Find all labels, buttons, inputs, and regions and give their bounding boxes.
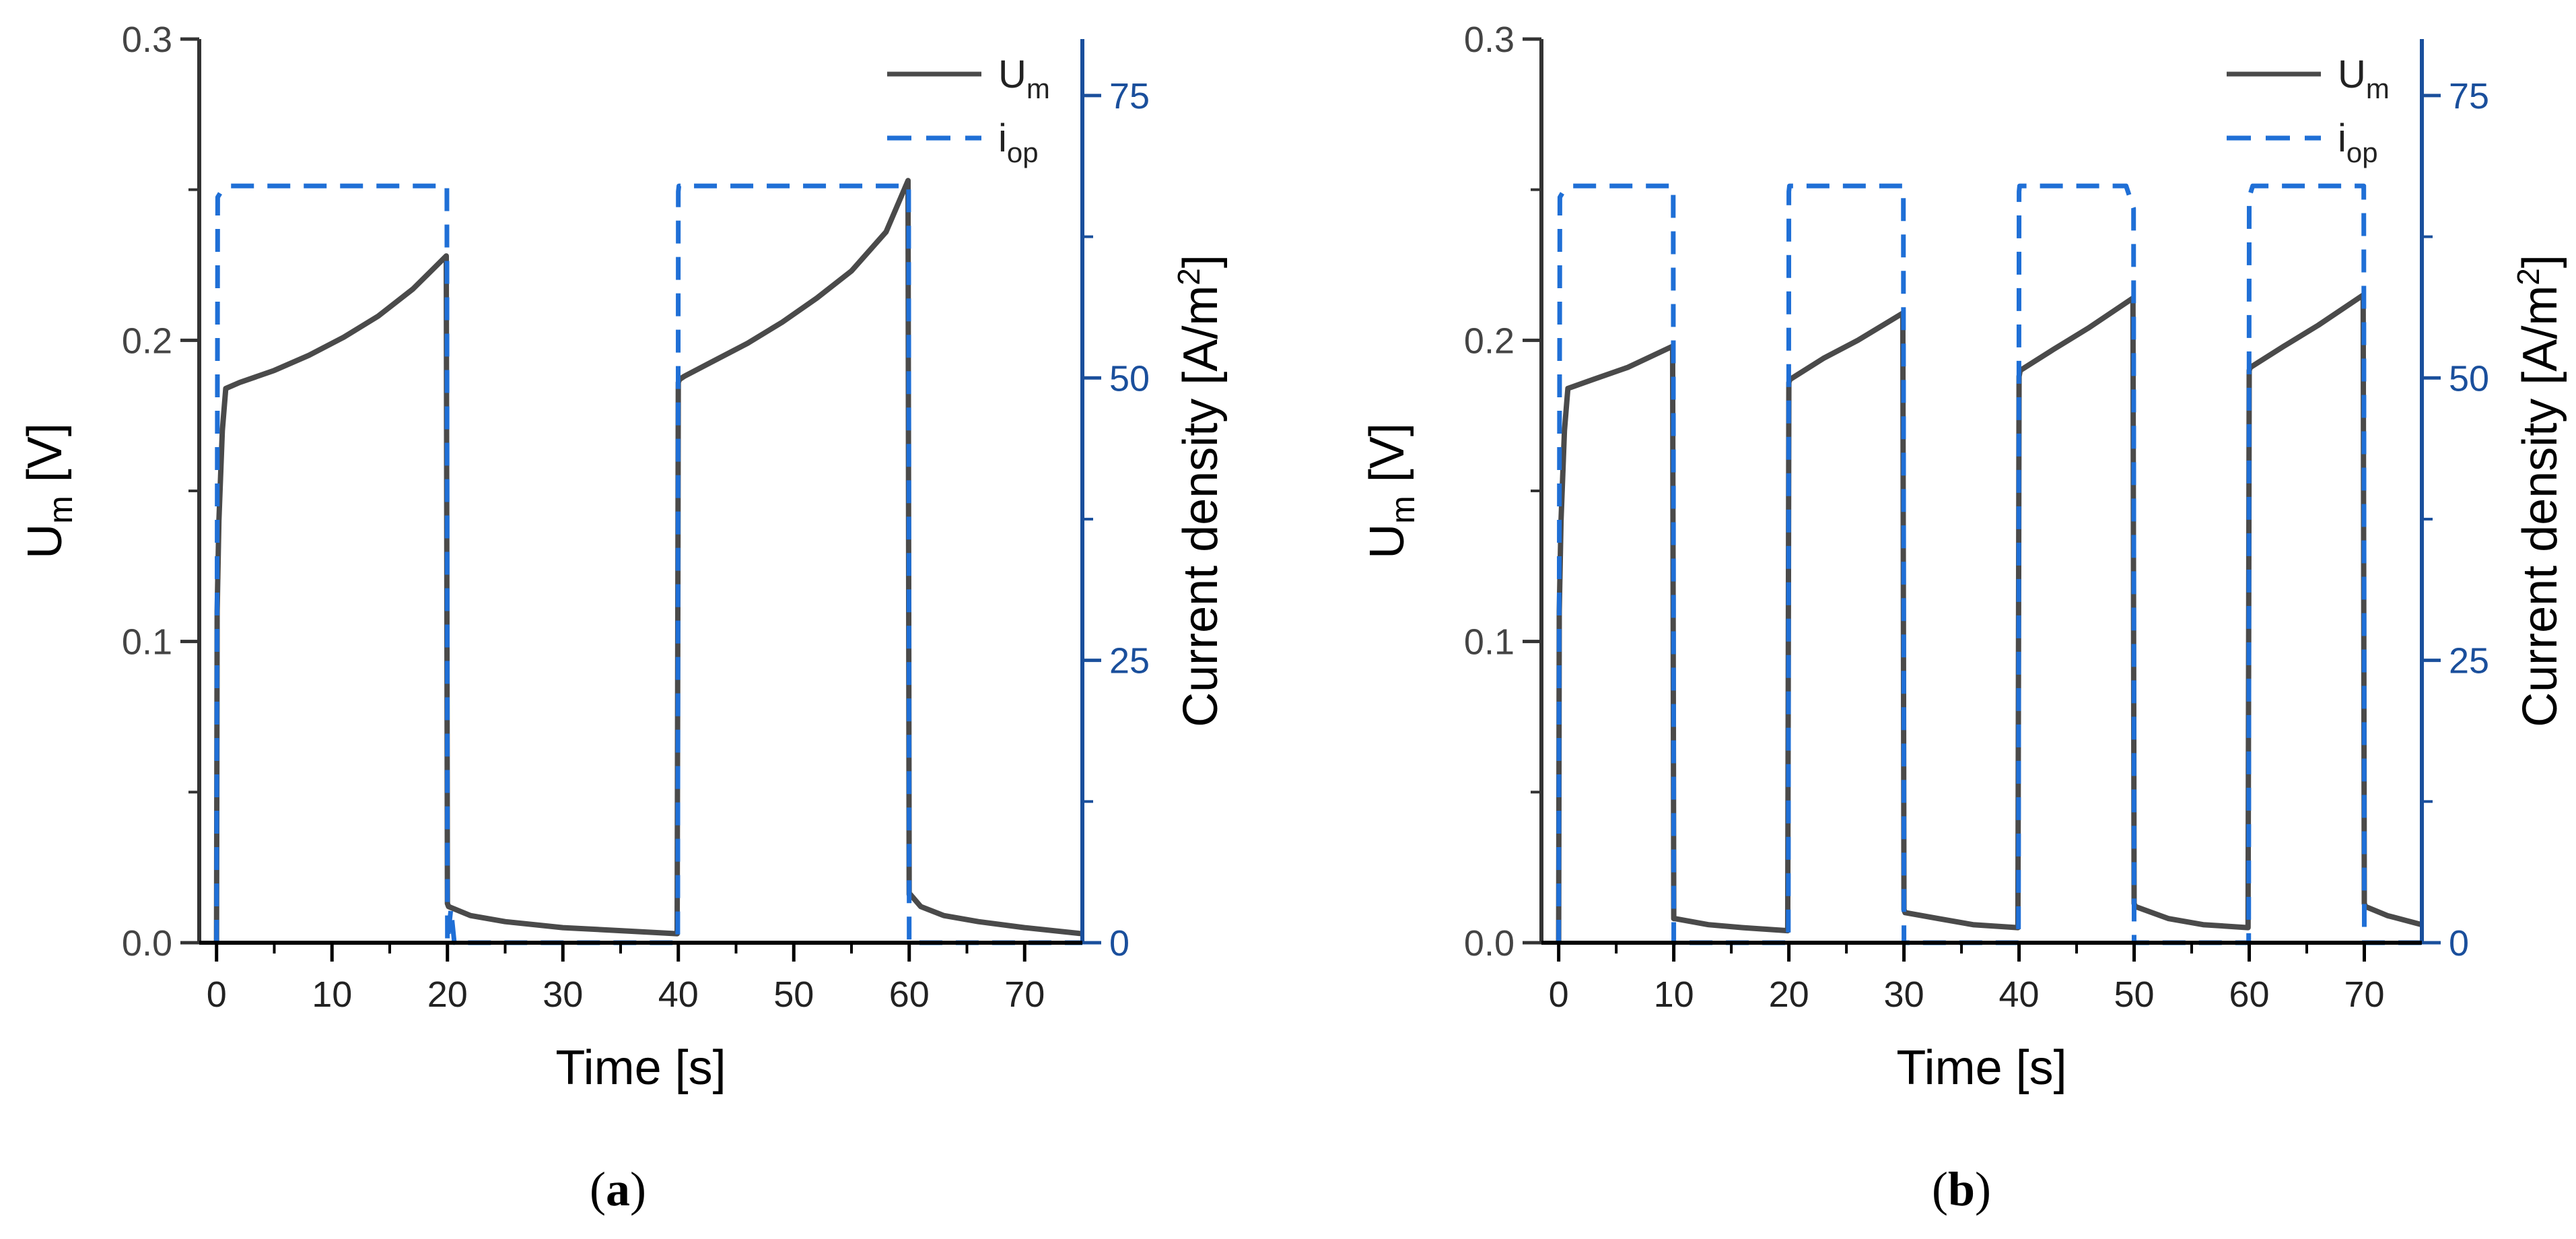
- legend-label-main: i: [2338, 116, 2346, 160]
- caption-letter: b: [1948, 1162, 1975, 1216]
- x-tick-label: 40: [658, 974, 699, 1015]
- y-tick-label: 0.1: [122, 622, 172, 663]
- series-line-u-m: [213, 178, 1082, 943]
- legend-label-main: i: [998, 116, 1007, 160]
- y2-tick-label: 75: [1109, 76, 1150, 116]
- x-tick-label: 50: [2114, 974, 2155, 1015]
- y-axis-title: Um [V]: [1360, 423, 1422, 559]
- y2-axis-title-end: ]: [1174, 255, 1228, 268]
- x-tick-label: 10: [312, 974, 352, 1015]
- y2-axis-title-main: Current density [A/m: [2513, 286, 2567, 727]
- y2-tick-label: 50: [2449, 358, 2489, 399]
- legend-label-sub: m: [2366, 73, 2390, 104]
- panel-caption: (b): [1932, 1162, 1991, 1216]
- y-axis-title-main: U: [18, 524, 72, 559]
- y2-axis-title-sup: 2: [1171, 268, 1206, 286]
- y-axis-title-sub: m: [1384, 496, 1422, 524]
- y2-tick-label: 25: [2449, 641, 2489, 681]
- chart-panel-a: 0 10 20 30 40 50 60 70 0.0 0.1 0.2 0.3 0 25 50 75 Time […: [18, 20, 1228, 1216]
- legend-label-sub: op: [1007, 137, 1039, 168]
- x-tick-label: 50: [773, 974, 814, 1015]
- y-axis-title-main: U: [1360, 524, 1414, 559]
- caption-open: (: [1932, 1162, 1948, 1216]
- y2-axis-title-end: ]: [2513, 255, 2567, 268]
- y-tick-label: 0.2: [122, 321, 172, 361]
- x-axis-title: Time [s]: [555, 1041, 726, 1095]
- x-tick-label: 0: [1549, 974, 1569, 1015]
- y-tick-label: 0.1: [1464, 622, 1515, 663]
- y-tick-label: 0.2: [1464, 321, 1515, 361]
- x-tick-label: 60: [2229, 974, 2269, 1015]
- legend-label-sub: m: [1026, 73, 1050, 104]
- y2-axis-title: Current density [A/m2]: [2511, 255, 2567, 727]
- y-tick-label: 0.3: [1464, 20, 1515, 60]
- y2-tick-label: 0: [2449, 923, 2469, 964]
- legend-label-um: Um: [998, 53, 1050, 104]
- caption-open: (: [590, 1162, 606, 1216]
- x-tick-label: 0: [207, 974, 227, 1015]
- legend-label-sub: op: [2346, 137, 2378, 168]
- y2-tick-label: 0: [1109, 923, 1129, 964]
- y2-tick-label: 75: [2449, 76, 2489, 116]
- y2-axis-title-sup: 2: [2511, 268, 2546, 286]
- y2-tick-label: 50: [1109, 358, 1150, 399]
- caption-letter: a: [606, 1162, 630, 1216]
- y-axis-title-sub: m: [42, 496, 79, 524]
- y-tick-label: 0.3: [122, 20, 172, 60]
- series-line-i-op: [1556, 183, 2422, 945]
- caption-close: ): [1975, 1162, 1991, 1216]
- x-axis-title: Time [s]: [1896, 1041, 2066, 1095]
- y-tick-label: 0.0: [1464, 923, 1515, 964]
- y2-tick-label: 25: [1109, 641, 1150, 681]
- x-tick-label: 70: [1004, 974, 1045, 1015]
- legend-label-um: Um: [2338, 53, 2390, 104]
- y-tick-label: 0.0: [122, 923, 172, 964]
- series-line-i-op: [214, 183, 1082, 945]
- x-tick-label: 60: [889, 974, 930, 1015]
- y-axis-title-unit: [V]: [1360, 423, 1414, 496]
- x-tick-label: 30: [543, 974, 583, 1015]
- panel-caption: (a): [590, 1162, 646, 1216]
- legend-label-iop: iop: [998, 116, 1039, 168]
- y2-axis-title: Current density [A/m2]: [1171, 255, 1228, 727]
- x-tick-label: 70: [2344, 974, 2384, 1015]
- legend-label-main: U: [2338, 53, 2366, 96]
- chart-panel-b: 0 10 20 30 40 50 60 70 0.0 0.1 0.2 0.3 0 25 50 75 Time […: [1360, 20, 2567, 1216]
- x-tick-label: 40: [1999, 974, 2040, 1015]
- y-axis-title-unit: [V]: [18, 423, 72, 496]
- x-tick-label: 20: [1769, 974, 1809, 1015]
- legend-label-iop: iop: [2338, 116, 2378, 168]
- series-line-u-m: [1556, 292, 2422, 943]
- x-tick-label: 30: [1884, 974, 1924, 1015]
- x-tick-label: 10: [1654, 974, 1694, 1015]
- caption-close: ): [630, 1162, 646, 1216]
- y2-axis-title-main: Current density [A/m: [1174, 286, 1228, 727]
- y-axis-title: Um [V]: [18, 423, 79, 559]
- x-tick-label: 20: [427, 974, 468, 1015]
- legend-label-main: U: [998, 53, 1026, 96]
